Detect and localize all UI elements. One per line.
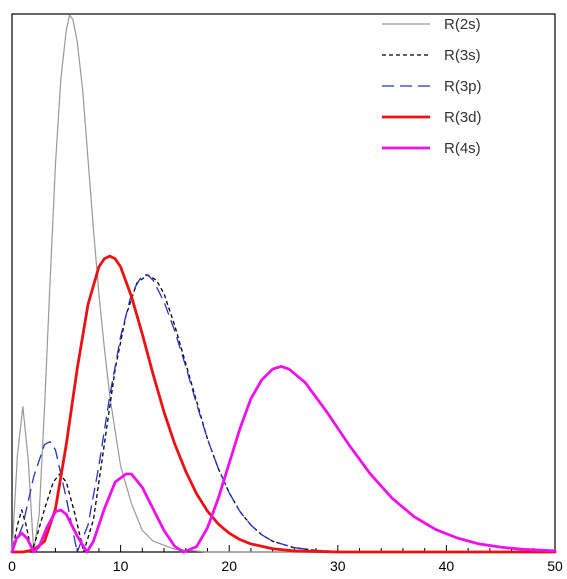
legend-label: R(2s)	[444, 16, 481, 33]
x-tick-label: 30	[330, 558, 346, 574]
x-tick-label: 10	[113, 558, 129, 574]
series-line-r3d	[10, 254, 557, 554]
x-tick-label: 40	[439, 558, 455, 574]
x-tick-label: 20	[221, 558, 237, 574]
legend-label: R(3d)	[444, 109, 482, 126]
x-tick-label: 0	[8, 558, 16, 574]
legend-label: R(4s)	[444, 140, 481, 157]
series-line-r4s	[10, 364, 557, 554]
x-axis-tick-labels: 0 10 20 30 40 50	[8, 558, 563, 574]
x-tick-label: 50	[547, 558, 563, 574]
legend-label: R(3s)	[444, 47, 481, 64]
legend-label: R(3p)	[444, 78, 482, 95]
series-line-r3p	[11, 274, 555, 553]
series-lines	[10, 14, 557, 554]
series-line-r3s	[11, 274, 555, 553]
legend: R(2s) R(3s) R(3p) R(3d) R(4s)	[382, 16, 482, 157]
